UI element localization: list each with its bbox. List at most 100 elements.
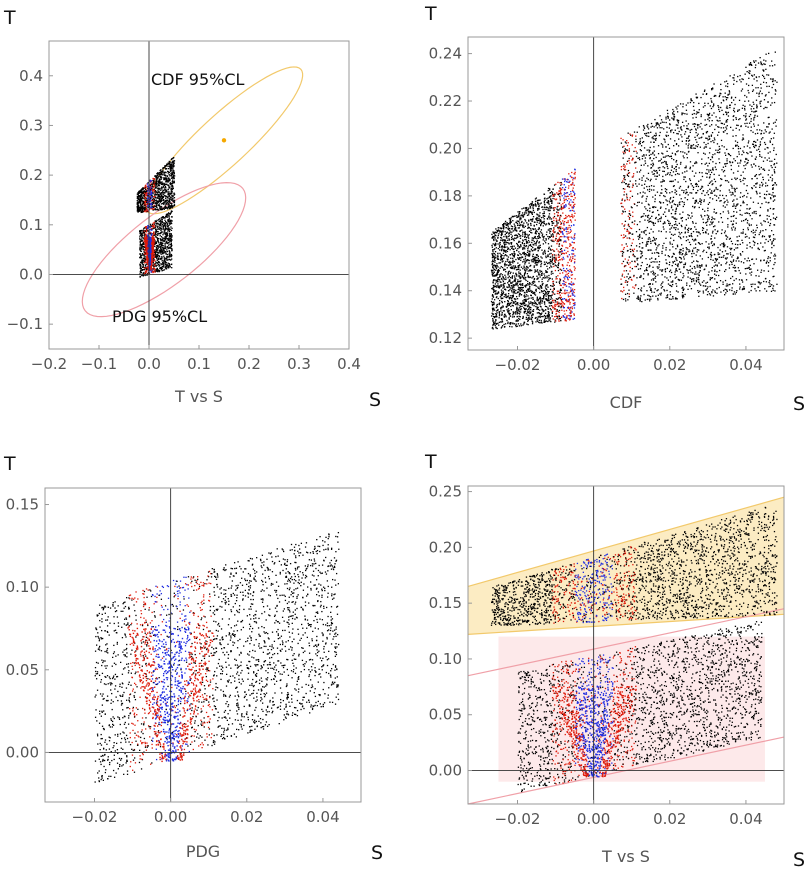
p2-scatter-point [568, 286, 570, 288]
p2-scatter-point [509, 223, 511, 225]
p2-scatter-point [564, 292, 567, 294]
p1-scatter-point [169, 254, 171, 257]
p1-scatter-point [165, 232, 168, 234]
p2-scatter-point [536, 296, 539, 298]
p2-scatter-point [520, 286, 523, 289]
p1-scatter-point [169, 166, 171, 168]
p1-scatter-point [144, 187, 147, 189]
p2-scatter-point [547, 297, 550, 299]
p2-scatter-point [564, 278, 566, 280]
p1-scatter-point [163, 174, 165, 176]
p2-scatter-point [540, 216, 543, 219]
p1-axis-lines [49, 41, 349, 349]
p2-scatter-point [568, 299, 570, 301]
p2-scatter-point [529, 245, 531, 247]
p1-scatter-point [141, 233, 144, 235]
p2-scatter-point [493, 268, 496, 271]
p2-scatter-point [563, 217, 565, 220]
p1-y-variable: T [3, 7, 16, 29]
p2-scatter-point [543, 289, 545, 292]
p2-scatter-point [497, 227, 500, 229]
p2-scatter-point [516, 215, 518, 217]
p2-scatter-point [504, 301, 506, 303]
p1-scatter-point [146, 242, 149, 244]
p2-scatter-point [508, 238, 510, 240]
p2-scatter-point [537, 262, 539, 264]
p2-scatter-point [517, 211, 519, 213]
p1-scatter-point [151, 183, 154, 185]
p1-scatter-point [144, 190, 146, 193]
p2-scatter-point [533, 266, 535, 268]
p2-scatter-point [530, 229, 532, 232]
p2-scatter-point [504, 245, 506, 247]
p2-scatter-point [512, 230, 514, 232]
p1-scatter-point [143, 255, 145, 257]
p2-scatter-point [567, 261, 569, 264]
p2-scatter-point [525, 261, 527, 263]
p2-scatter-point [558, 304, 560, 306]
p1-scatter-point [140, 271, 143, 274]
p1-scatter-point [172, 175, 175, 178]
p2-scatter-point [525, 212, 528, 214]
p2-scatter-point [550, 320, 552, 323]
p1-scatter-point [157, 175, 159, 177]
p2-scatter-point [538, 301, 540, 303]
p2-scatter-point [549, 205, 551, 208]
p2-scatter-point [512, 216, 514, 218]
p2-scatter-point [493, 264, 496, 266]
p2-scatter-point [559, 289, 561, 292]
p2-scatter-point [514, 277, 516, 279]
p1-scatter-point [170, 246, 173, 248]
p2-scatter-point [572, 190, 574, 193]
p2-scatter-point [531, 213, 534, 216]
p2-scatter-point [520, 286, 522, 289]
p1-scatter-point [151, 200, 153, 202]
p2-scatter-point [525, 289, 528, 292]
p2-scatter-point [553, 259, 556, 262]
p2-scatter-point [497, 258, 500, 261]
p1-scatter-point [155, 232, 157, 234]
p1-scatter-point [157, 251, 159, 254]
p1-scatter-point [154, 256, 156, 258]
p2-scatter-point [557, 228, 560, 230]
p2-scatter-point [497, 268, 500, 271]
p2-scatter-point [546, 285, 548, 287]
p2-scatter-point [542, 315, 544, 318]
p1-scatter-point [161, 255, 163, 258]
p1-scatter-point [152, 244, 154, 246]
p1-scatter-point [153, 208, 155, 211]
p2-scatter-point [497, 292, 500, 294]
p2-scatter-point [550, 309, 552, 311]
p2-scatter-point [544, 249, 546, 252]
p1-scatter-point [161, 173, 163, 175]
p1-scatter-point [158, 180, 160, 182]
p1-scatter-point [170, 189, 172, 191]
p1-scatter-point [173, 161, 175, 163]
p2-scatter-point [492, 315, 495, 318]
p2-scatter-point [528, 316, 530, 318]
p2-scatter-point [539, 316, 541, 319]
p1-scatter-point [138, 198, 141, 201]
p2-scatter-point [515, 309, 518, 311]
p2-scatter-point [500, 289, 503, 291]
p2-y-variable: T [424, 3, 437, 25]
p1-scatter-point [156, 204, 158, 206]
p2-scatter-point [530, 202, 532, 205]
p1-scatter-point [154, 245, 156, 248]
p1-scatter-point [147, 182, 149, 184]
p1-scatter-point [139, 246, 141, 248]
p2-scatter-point [495, 274, 498, 277]
p1-scatter-point [149, 226, 151, 228]
p2-scatter-point [499, 246, 501, 248]
p1-scatter-point [159, 245, 161, 248]
p2-scatter-point [543, 298, 545, 300]
p2-scatter-point [504, 222, 506, 224]
p1-scatter-point [158, 257, 160, 259]
p1-scatter-point [155, 225, 157, 227]
p1-scatter-point [161, 242, 164, 245]
p2-scatter-point [497, 271, 499, 273]
p1-scatter-point [145, 231, 148, 233]
p2-scatter-point [565, 246, 567, 249]
p2-scatter-point [558, 238, 560, 241]
p1-scatter-point [141, 188, 144, 190]
